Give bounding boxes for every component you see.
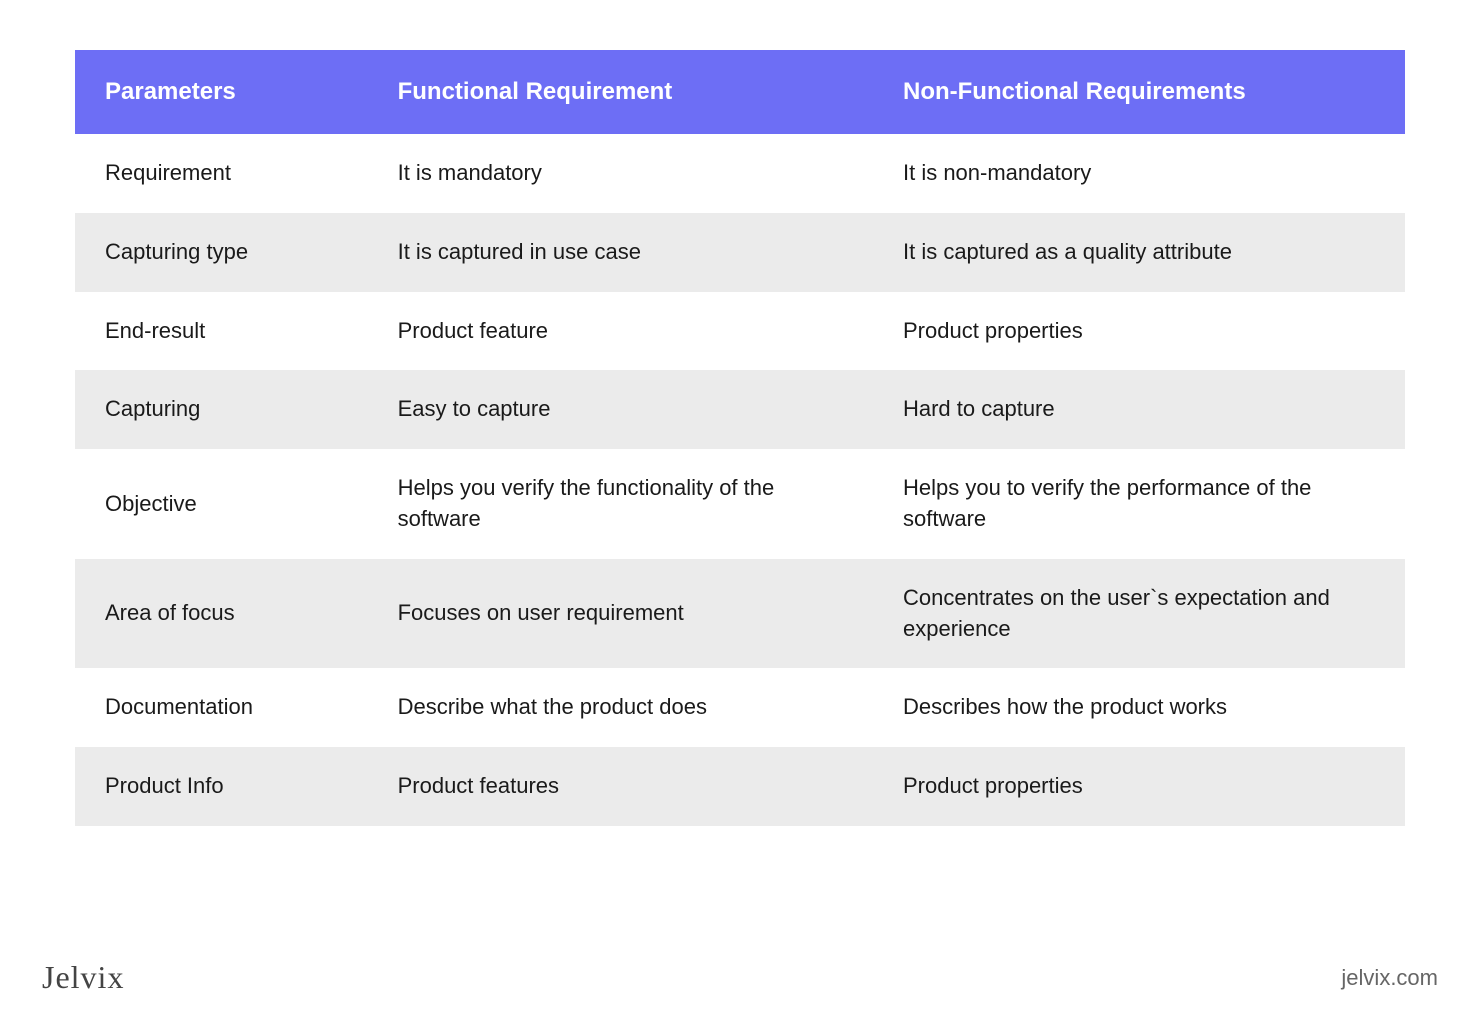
cell-nonfunctional: Hard to capture <box>873 370 1405 449</box>
cell-param: Documentation <box>75 668 368 747</box>
table-row: Capturing Easy to capture Hard to captur… <box>75 370 1405 449</box>
cell-param: Requirement <box>75 134 368 213</box>
table-row: Capturing type It is captured in use cas… <box>75 213 1405 292</box>
cell-functional: Product features <box>368 747 873 826</box>
cell-param: Capturing type <box>75 213 368 292</box>
cell-functional: It is mandatory <box>368 134 873 213</box>
cell-param: Area of focus <box>75 559 368 669</box>
cell-nonfunctional: Product properties <box>873 292 1405 371</box>
table-row: Product Info Product features Product pr… <box>75 747 1405 826</box>
cell-functional: Easy to capture <box>368 370 873 449</box>
cell-param: End-result <box>75 292 368 371</box>
table-container: Parameters Functional Requirement Non-Fu… <box>0 0 1480 826</box>
footer: Jelvix jelvix.com <box>0 959 1480 996</box>
cell-nonfunctional: Product properties <box>873 747 1405 826</box>
cell-param: Capturing <box>75 370 368 449</box>
cell-functional: Focuses on user requirement <box>368 559 873 669</box>
cell-functional: Product feature <box>368 292 873 371</box>
cell-functional: Describe what the product does <box>368 668 873 747</box>
cell-nonfunctional: Helps you to verify the performance of t… <box>873 449 1405 559</box>
header-parameters: Parameters <box>75 50 368 134</box>
cell-functional: Helps you verify the functionality of th… <box>368 449 873 559</box>
comparison-table: Parameters Functional Requirement Non-Fu… <box>75 50 1405 826</box>
cell-nonfunctional: Concentrates on the user`s expectation a… <box>873 559 1405 669</box>
table-row: Documentation Describe what the product … <box>75 668 1405 747</box>
table-header-row: Parameters Functional Requirement Non-Fu… <box>75 50 1405 134</box>
cell-param: Product Info <box>75 747 368 826</box>
cell-functional: It is captured in use case <box>368 213 873 292</box>
cell-nonfunctional: It is non-mandatory <box>873 134 1405 213</box>
table-row: Objective Helps you verify the functiona… <box>75 449 1405 559</box>
cell-nonfunctional: It is captured as a quality attribute <box>873 213 1405 292</box>
header-functional: Functional Requirement <box>368 50 873 134</box>
table-row: Requirement It is mandatory It is non-ma… <box>75 134 1405 213</box>
jelvix-logo: Jelvix <box>42 959 124 996</box>
cell-nonfunctional: Describes how the product works <box>873 668 1405 747</box>
cell-param: Objective <box>75 449 368 559</box>
table-row: End-result Product feature Product prope… <box>75 292 1405 371</box>
header-nonfunctional: Non-Functional Requirements <box>873 50 1405 134</box>
table-header: Parameters Functional Requirement Non-Fu… <box>75 50 1405 134</box>
table-row: Area of focus Focuses on user requiremen… <box>75 559 1405 669</box>
table-body: Requirement It is mandatory It is non-ma… <box>75 134 1405 826</box>
website-url: jelvix.com <box>1341 965 1438 991</box>
